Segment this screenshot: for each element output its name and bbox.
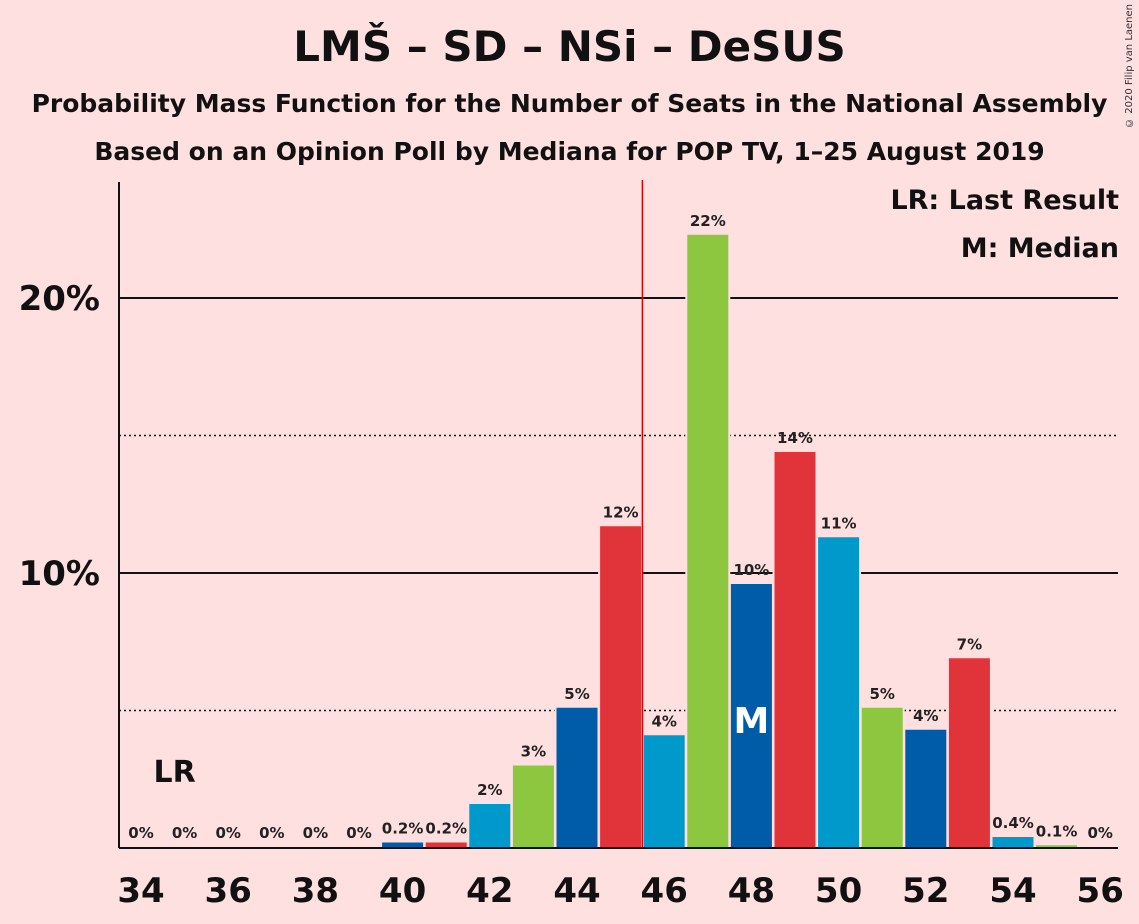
- value-label-seat-38: 0%: [303, 824, 328, 842]
- x-tick-label: 52: [902, 871, 949, 911]
- value-label-seat-43: 3%: [521, 743, 546, 761]
- bar-seat-43: [512, 765, 554, 848]
- bar-seat-55: [1036, 845, 1078, 848]
- y-tick-label: 20%: [19, 279, 100, 319]
- value-label-seat-41: 0.2%: [425, 820, 467, 838]
- value-label-seat-53: 7%: [957, 635, 982, 653]
- value-label-seat-42: 2%: [477, 781, 502, 799]
- bar-seat-42: [469, 804, 511, 848]
- legend-median: M: Median: [960, 233, 1119, 264]
- bar-seat-52: [905, 729, 947, 848]
- value-label-seat-51: 5%: [869, 685, 894, 703]
- value-label-seat-55: 0.1%: [1036, 822, 1078, 840]
- value-label-seat-34: 0%: [128, 824, 153, 842]
- value-label-seat-45: 12%: [603, 503, 639, 521]
- x-tick-label: 44: [553, 871, 600, 911]
- value-label-seat-49: 14%: [777, 429, 813, 447]
- x-tick-label: 40: [379, 871, 426, 911]
- chart-subtitle-2: Based on an Opinion Poll by Mediana for …: [94, 137, 1045, 166]
- bar-seat-44: [556, 707, 598, 848]
- x-tick-label: 42: [466, 871, 513, 911]
- bar-seat-53: [948, 658, 990, 848]
- x-tick-label: 34: [117, 871, 164, 911]
- bar-seat-54: [992, 837, 1034, 848]
- value-label-seat-48: 10%: [733, 561, 769, 579]
- bar-seat-51: [861, 707, 903, 848]
- x-tick-label: 36: [205, 871, 252, 911]
- legend-last-result: LR: Last Result: [890, 185, 1119, 216]
- bar-seat-50: [818, 537, 860, 848]
- value-label-seat-39: 0%: [346, 824, 371, 842]
- bar-seat-45: [600, 526, 642, 848]
- last-result-marker: LR: [153, 755, 195, 790]
- bar-seat-49: [774, 452, 816, 848]
- value-label-seat-40: 0.2%: [382, 820, 424, 838]
- median-marker: M: [733, 701, 769, 742]
- bar-seat-40: [382, 842, 424, 848]
- x-tick-label: 38: [292, 871, 339, 911]
- bar-seat-41: [425, 842, 467, 848]
- value-label-seat-35: 0%: [172, 824, 197, 842]
- x-tick-label: 56: [1077, 871, 1124, 911]
- value-label-seat-36: 0%: [215, 824, 240, 842]
- x-tick-label: 48: [728, 871, 775, 911]
- value-label-seat-46: 4%: [651, 712, 676, 730]
- value-label-seat-52: 4%: [913, 707, 938, 725]
- value-label-seat-44: 5%: [564, 685, 589, 703]
- y-tick-label: 10%: [19, 554, 100, 594]
- bar-seat-48: [730, 584, 772, 848]
- chart-title: LMŠ – SD – NSi – DeSUS: [293, 22, 846, 71]
- bar-seat-47: [687, 234, 729, 848]
- x-tick-label: 50: [815, 871, 862, 911]
- x-tick-label: 54: [989, 871, 1036, 911]
- x-tick-label: 46: [641, 871, 688, 911]
- value-label-seat-54: 0.4%: [992, 814, 1034, 832]
- value-label-seat-50: 11%: [821, 514, 857, 532]
- chart-subtitle-1: Probability Mass Function for the Number…: [31, 89, 1108, 118]
- value-label-seat-56: 0%: [1087, 824, 1112, 842]
- value-label-seat-37: 0%: [259, 824, 284, 842]
- bar-seat-46: [643, 735, 685, 848]
- value-label-seat-47: 22%: [690, 212, 726, 230]
